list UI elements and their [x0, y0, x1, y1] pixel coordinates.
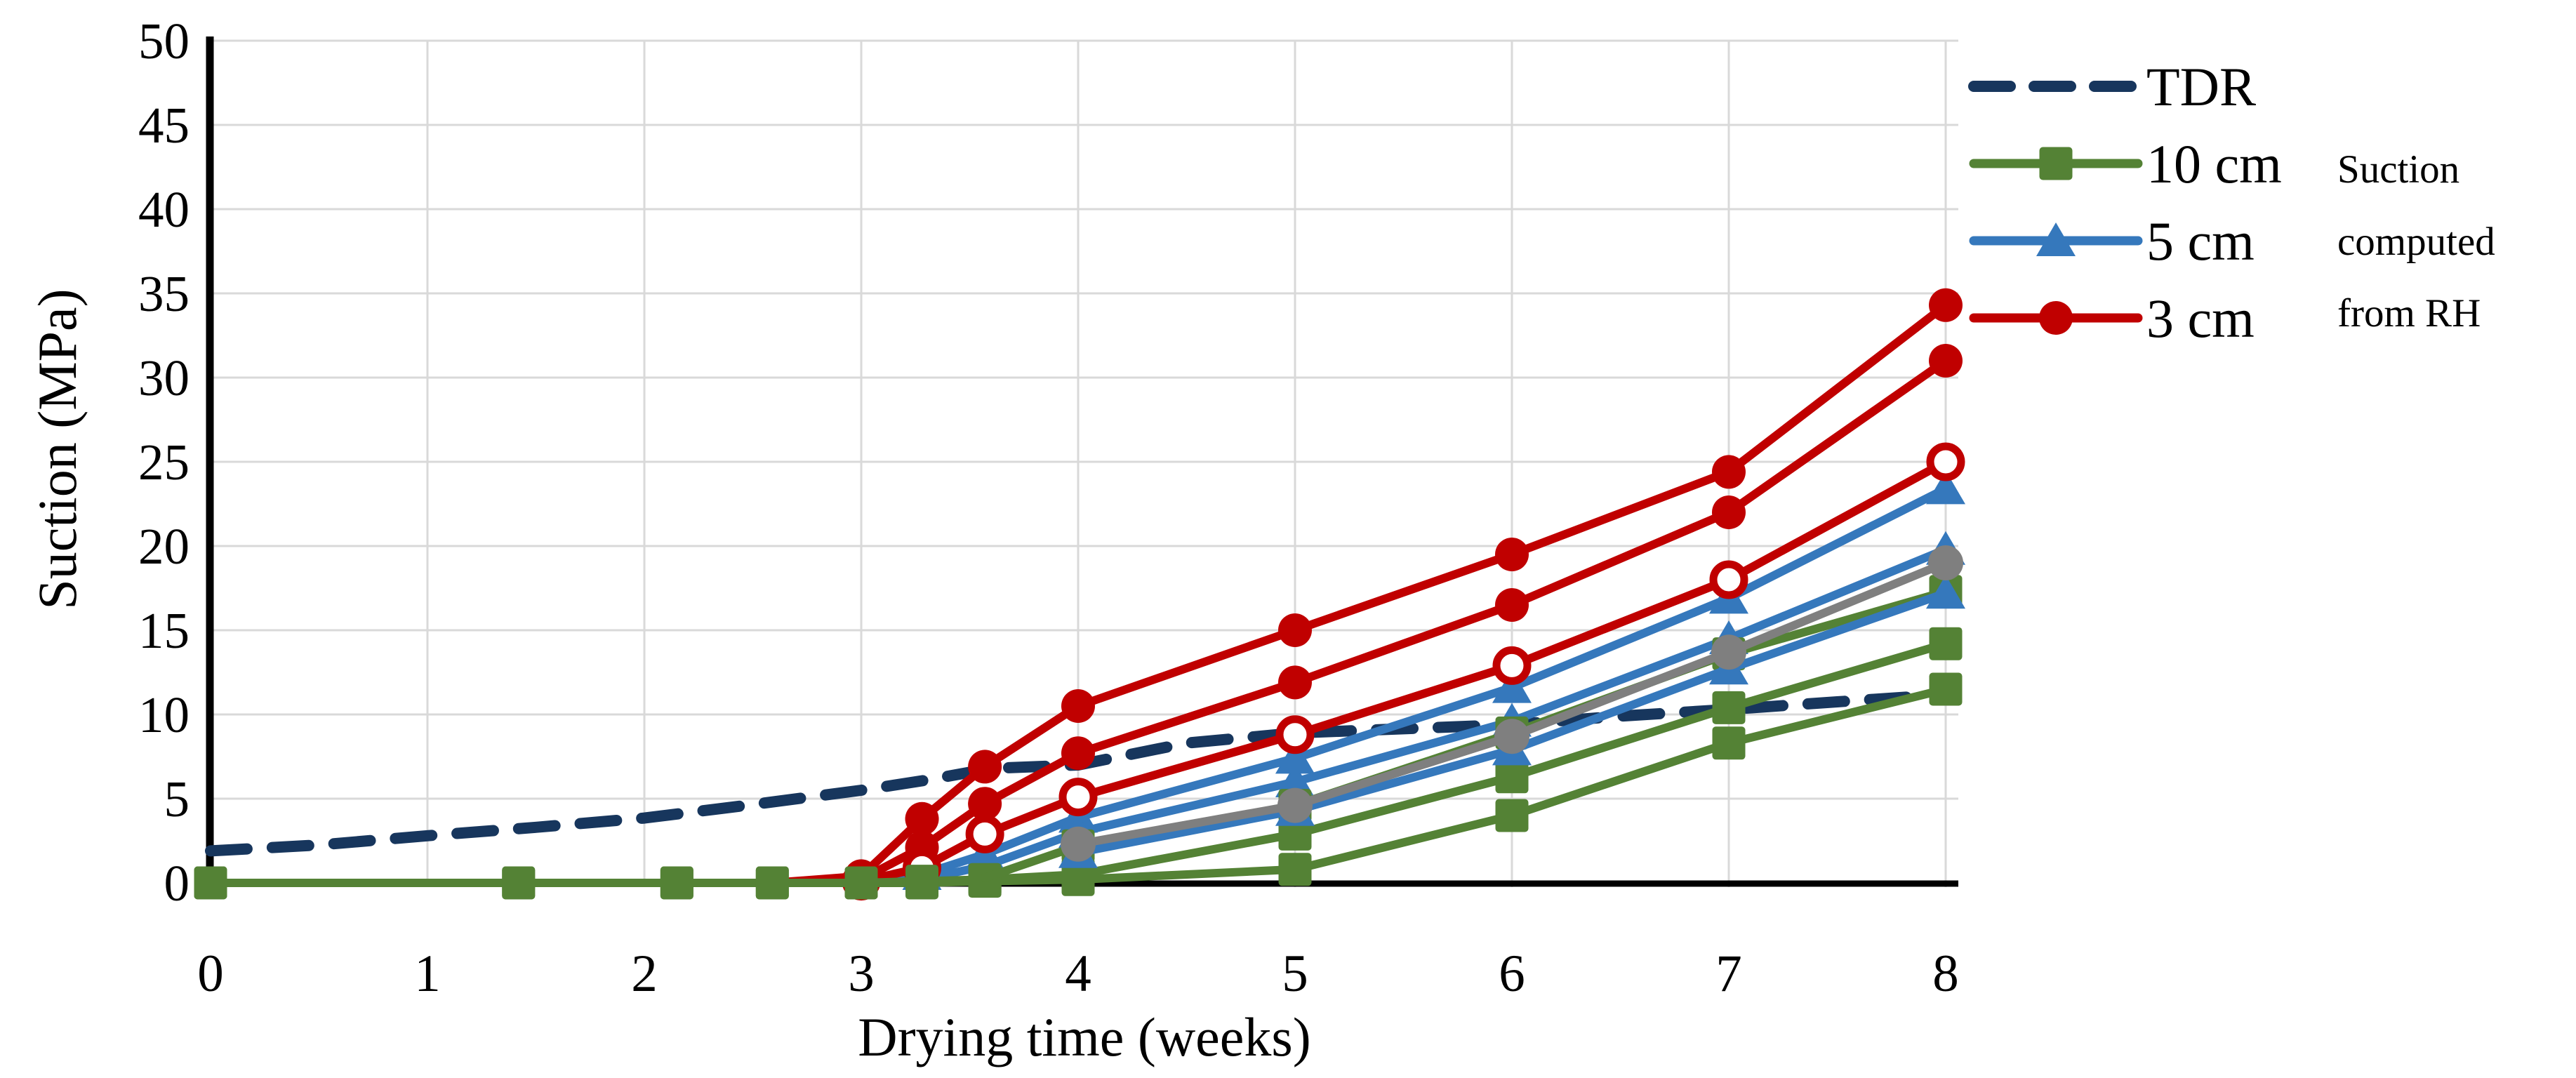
marker-red-b [968, 787, 1002, 821]
y-tick-label-35: 35 [138, 265, 190, 322]
marker-gray [1494, 719, 1529, 754]
marker-red-open [1926, 442, 1965, 481]
marker-green-b [1278, 853, 1312, 886]
marker-green-b [1712, 726, 1746, 760]
x-tick-label-0: 0 [197, 945, 224, 1003]
series-line-tdr [205, 690, 1930, 857]
x-tick-label-6: 6 [1499, 945, 1525, 1003]
y-tick-label-0: 0 [164, 855, 190, 912]
marker-blue-a [1926, 470, 1965, 505]
marker-red-b [1061, 736, 1095, 771]
marker-green-b [755, 866, 789, 900]
marker-gray [1277, 787, 1313, 823]
marker-green-b [844, 866, 878, 900]
marker-gray [1711, 634, 1746, 670]
x-tick-label-7: 7 [1715, 945, 1742, 1003]
legend-label-tdr[interactable]: TDR [2146, 56, 2256, 117]
marker-blue-c [1926, 575, 1965, 609]
marker-green-b [502, 866, 536, 900]
legend-marker-5-cm [2036, 222, 2076, 256]
x-tick-label-1: 1 [414, 945, 441, 1003]
marker-red-b [1929, 344, 1963, 378]
x-axis-title: Drying time (weeks) [858, 1006, 1311, 1067]
legend-marker-3-cm [2039, 301, 2073, 335]
marker-red-a [1061, 689, 1095, 723]
marker-green-b [660, 866, 693, 900]
series-line-red-open [857, 458, 1950, 886]
marker-green-a [1495, 760, 1529, 794]
x-tick-label-8: 8 [1932, 945, 1959, 1003]
legend-note-line-3: from RH [2337, 291, 2481, 335]
y-tick-label-30: 30 [138, 350, 190, 406]
legend-label-3-cm[interactable]: 3 cm [2146, 288, 2255, 349]
y-tick-label-50: 50 [138, 13, 190, 69]
marker-red-a [1712, 455, 1746, 489]
y-axis-title: Suction (MPa) [27, 288, 88, 610]
marker-red-open [965, 814, 1004, 853]
marker-red-a [1495, 538, 1529, 571]
marker-green-a [1929, 627, 1963, 660]
marker-red-a [1278, 613, 1312, 647]
x-tick-label-3: 3 [848, 945, 875, 1003]
y-tick-label-25: 25 [138, 434, 190, 491]
marker-green-b [194, 866, 227, 900]
legend-note-line-2: computed [2337, 220, 2495, 264]
x-tick-label-2: 2 [631, 945, 658, 1003]
marker-red-a [905, 801, 939, 836]
legend-note-line-1: Suction [2337, 147, 2459, 192]
marker-red-a [1929, 288, 1963, 322]
marker-blue-a [1492, 669, 1532, 703]
y-tick-label-40: 40 [138, 181, 190, 238]
y-tick-label-5: 5 [164, 771, 190, 827]
marker-green-b [905, 866, 939, 900]
marker-red-b [1712, 495, 1746, 529]
marker-gray [1928, 545, 1963, 580]
y-tick-label-15: 15 [138, 602, 190, 659]
marker-blue-b [1275, 764, 1315, 797]
series-line-blue-b [857, 545, 1950, 887]
marker-green-b [1929, 672, 1963, 706]
marker-red-b [1278, 665, 1312, 700]
marker-red-a [968, 750, 1002, 784]
y-tick-label-10: 10 [138, 686, 190, 743]
x-tick-label-4: 4 [1065, 945, 1091, 1003]
legend-marker-10-cm [2039, 147, 2073, 180]
legend-label-5-cm[interactable]: 5 cm [2146, 211, 2255, 272]
y-tick-label-20: 20 [138, 518, 190, 575]
marker-red-open [1058, 778, 1098, 817]
x-tick-label-5: 5 [1282, 945, 1308, 1003]
legend-label-10-cm[interactable]: 10 cm [2146, 133, 2282, 194]
marker-green-b [1061, 863, 1095, 896]
series-line-green-b [206, 685, 1950, 887]
marker-red-open [1275, 715, 1315, 754]
marker-red-open [1709, 560, 1748, 599]
marker-green-a [1712, 691, 1746, 724]
marker-red-b [1495, 588, 1529, 622]
marker-red-open [1492, 646, 1532, 685]
marker-blue-a [1275, 740, 1315, 774]
marker-green-b [1495, 799, 1529, 832]
y-tick-label-45: 45 [138, 97, 190, 154]
marker-gray [1061, 826, 1096, 862]
